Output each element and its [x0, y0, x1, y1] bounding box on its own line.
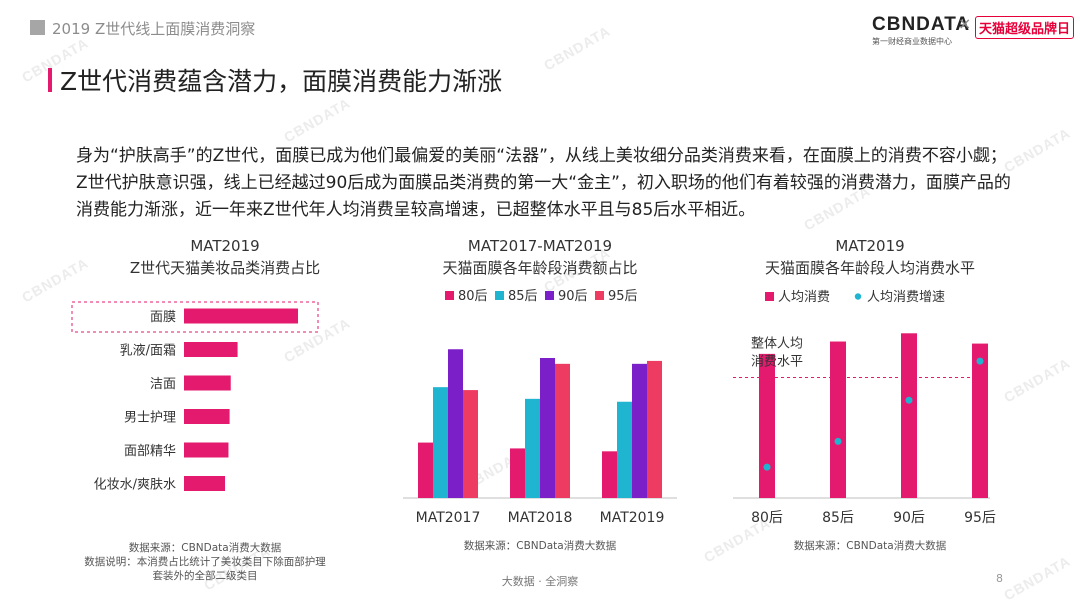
category-label: 乳液/面霜: [120, 344, 176, 359]
title-accent-bar: [48, 68, 52, 92]
bar: [901, 333, 917, 498]
bar: [463, 390, 478, 498]
category-label: 洁面: [150, 377, 176, 392]
legend-swatch: [765, 292, 774, 301]
category-label: MAT2018: [508, 510, 573, 526]
intro-paragraph: 身为“护肤高手”的Z世代，面膜已成为他们最偏爱的美丽“法器”，从线上美妆细分品类…: [76, 146, 1011, 220]
dot: [763, 463, 771, 471]
reference-label: 消费水平: [751, 355, 803, 370]
bar: [448, 349, 463, 498]
chart1-note-desc-cont: 套装外的全部二级类目: [152, 570, 258, 582]
dot: [834, 437, 842, 445]
bar: [433, 387, 448, 498]
category-label: 化妆水/爽肤水: [94, 478, 176, 493]
category-label: 90后: [893, 510, 925, 526]
logo-separator: ×: [958, 14, 972, 33]
legend-label: 80后: [458, 289, 488, 304]
bar: [555, 363, 570, 498]
category-label: 男士护理: [124, 411, 176, 426]
bar: [632, 363, 647, 498]
highlight-box: [71, 301, 319, 333]
chart2-svg: 80后 85后 90后 95后 MAT2017 MAT2018 MAT2019: [403, 289, 677, 526]
chart1-subtitle: Z世代天猫美妆品类消费占比: [129, 259, 321, 277]
watermark: CBNDATA: [18, 254, 92, 306]
chart1-note-source: 数据来源：CBNData消费大数据: [128, 542, 282, 554]
bar: [602, 451, 617, 498]
legend-swatch: [495, 291, 504, 300]
bar: [525, 398, 540, 498]
legend-label: 90后: [558, 289, 588, 304]
bar: [184, 375, 231, 391]
legend-swatch: [545, 291, 554, 300]
header-marker: [30, 20, 45, 35]
chart2-note-source: 数据来源：CBNData消费大数据: [463, 540, 617, 552]
bar: [418, 442, 433, 498]
footer-slogan: 大数据 · 全洞察: [501, 575, 579, 588]
bar: [184, 442, 229, 458]
legend-label: 85后: [508, 289, 538, 304]
category-label: 80后: [751, 510, 783, 526]
chart2-title: MAT2017-MAT2019: [467, 237, 613, 255]
bar: [972, 343, 988, 498]
cbndata-logo: CBNDATA: [872, 14, 971, 35]
cbndata-logo-subtitle: 第一财经商业数据中心: [872, 37, 952, 46]
category-label: 面膜: [150, 310, 176, 325]
page-title: Z世代消费蕴含潜力，面膜消费能力渐涨: [60, 67, 503, 96]
legend-swatch: [595, 291, 604, 300]
page-number: 8: [996, 572, 1003, 585]
watermark: CBNDATA: [540, 22, 614, 74]
reference-label: 整体人均: [751, 337, 803, 352]
chart3-note-source: 数据来源：CBNData消费大数据: [793, 540, 947, 552]
chart1-note-desc: 数据说明：本消费占比统计了美妆类目下除面部护理: [84, 556, 326, 568]
bar: [184, 308, 298, 324]
category-label: MAT2017: [416, 510, 481, 526]
category-label: 95后: [964, 510, 996, 526]
bar: [184, 409, 230, 424]
bar: [759, 353, 775, 498]
header-text: 2019 Z世代线上面膜消费洞察: [52, 20, 256, 38]
legend-swatch: [445, 291, 454, 300]
category-label: 85后: [822, 510, 854, 526]
legend-label: 人均消费: [778, 290, 830, 305]
watermark: CBNDATA: [280, 94, 354, 146]
tmall-logo: 天猫超级品牌日: [975, 16, 1075, 39]
legend-swatch: [854, 293, 862, 300]
bar: [510, 448, 525, 498]
bar: [540, 358, 555, 498]
category-label: MAT2019: [600, 510, 665, 526]
chart3-title: MAT2019: [835, 237, 905, 255]
legend-label: 人均消费增速: [867, 290, 945, 305]
bar: [830, 341, 846, 498]
bar: [647, 360, 662, 498]
chart2-subtitle: 天猫面膜各年龄段消费额占比: [442, 259, 638, 277]
dot: [976, 357, 984, 365]
chart3-subtitle: 天猫面膜各年龄段人均消费水平: [764, 259, 975, 277]
dot: [905, 396, 913, 404]
bar: [184, 476, 226, 491]
category-label: 面部精华: [124, 444, 176, 459]
bar: [617, 401, 632, 498]
legend-label: 95后: [608, 289, 638, 304]
bar: [184, 342, 238, 357]
chart1-title: MAT2019: [190, 237, 260, 255]
